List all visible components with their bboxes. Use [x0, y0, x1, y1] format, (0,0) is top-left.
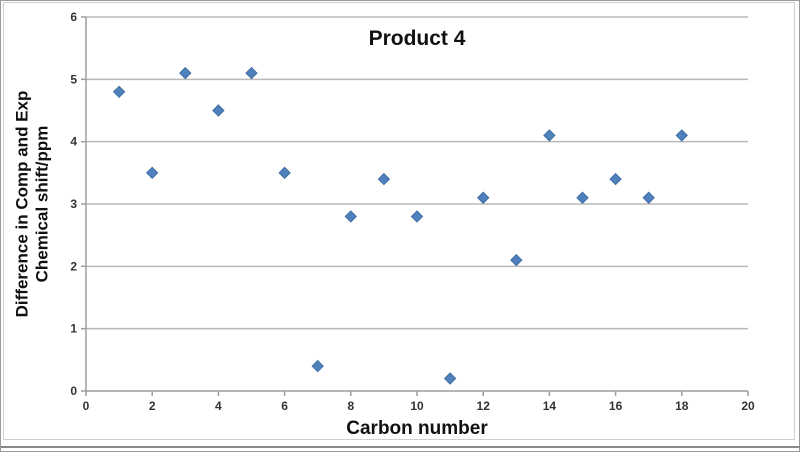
- data-point-diamond[interactable]: [510, 253, 523, 267]
- data-point-diamond[interactable]: [311, 359, 324, 373]
- data-point-diamond[interactable]: [179, 66, 192, 80]
- y-tick-label: 1: [70, 322, 77, 336]
- x-tick-label: 6: [281, 399, 288, 413]
- x-tick-label: 2: [149, 399, 156, 413]
- y-axis-title-line1: Difference in Comp and Exp: [12, 90, 32, 318]
- x-tick-label: 0: [83, 399, 90, 413]
- x-tick-label: 16: [609, 399, 623, 413]
- y-tick-label: 6: [70, 10, 77, 24]
- y-tick-label: 2: [70, 259, 77, 273]
- y-tick-label: 5: [70, 72, 77, 86]
- bottom-rule: [1, 446, 800, 448]
- data-point-diamond[interactable]: [476, 191, 490, 204]
- data-point-diamond[interactable]: [245, 66, 258, 80]
- y-tick-label: 0: [70, 384, 77, 398]
- data-point-diamond[interactable]: [344, 210, 358, 223]
- x-tick-label: 20: [741, 399, 755, 413]
- x-tick-label: 8: [347, 399, 354, 413]
- x-tick-label: 14: [543, 399, 557, 413]
- data-point-diamond[interactable]: [443, 372, 457, 385]
- y-tick-label: 4: [70, 135, 77, 149]
- data-point-diamond[interactable]: [145, 166, 159, 180]
- x-tick-label: 10: [410, 399, 424, 413]
- x-axis-title: Carbon number: [346, 418, 488, 439]
- data-point-diamond[interactable]: [642, 191, 655, 204]
- data-point-diamond[interactable]: [278, 166, 291, 180]
- data-point-diamond[interactable]: [675, 129, 689, 142]
- data-point-diamond[interactable]: [609, 172, 622, 186]
- data-point-diamond[interactable]: [212, 104, 225, 117]
- chart-frame: [3, 2, 795, 440]
- data-point-diamond[interactable]: [410, 210, 424, 223]
- data-point-diamond[interactable]: [112, 85, 126, 99]
- y-axis-title-line2: Chemical shift/ppm: [33, 125, 52, 283]
- x-tick-label: 4: [215, 399, 222, 413]
- x-tick-label: 12: [477, 399, 491, 413]
- data-point-diamond[interactable]: [576, 191, 589, 204]
- data-point-diamond[interactable]: [377, 172, 391, 186]
- y-tick-label: 3: [70, 197, 77, 211]
- y-axis-title: Difference in Comp and Exp Chemical shif…: [13, 91, 54, 318]
- chart-title: Product 4: [368, 27, 466, 50]
- x-tick-label: 18: [675, 399, 689, 413]
- data-point-diamond[interactable]: [543, 129, 556, 142]
